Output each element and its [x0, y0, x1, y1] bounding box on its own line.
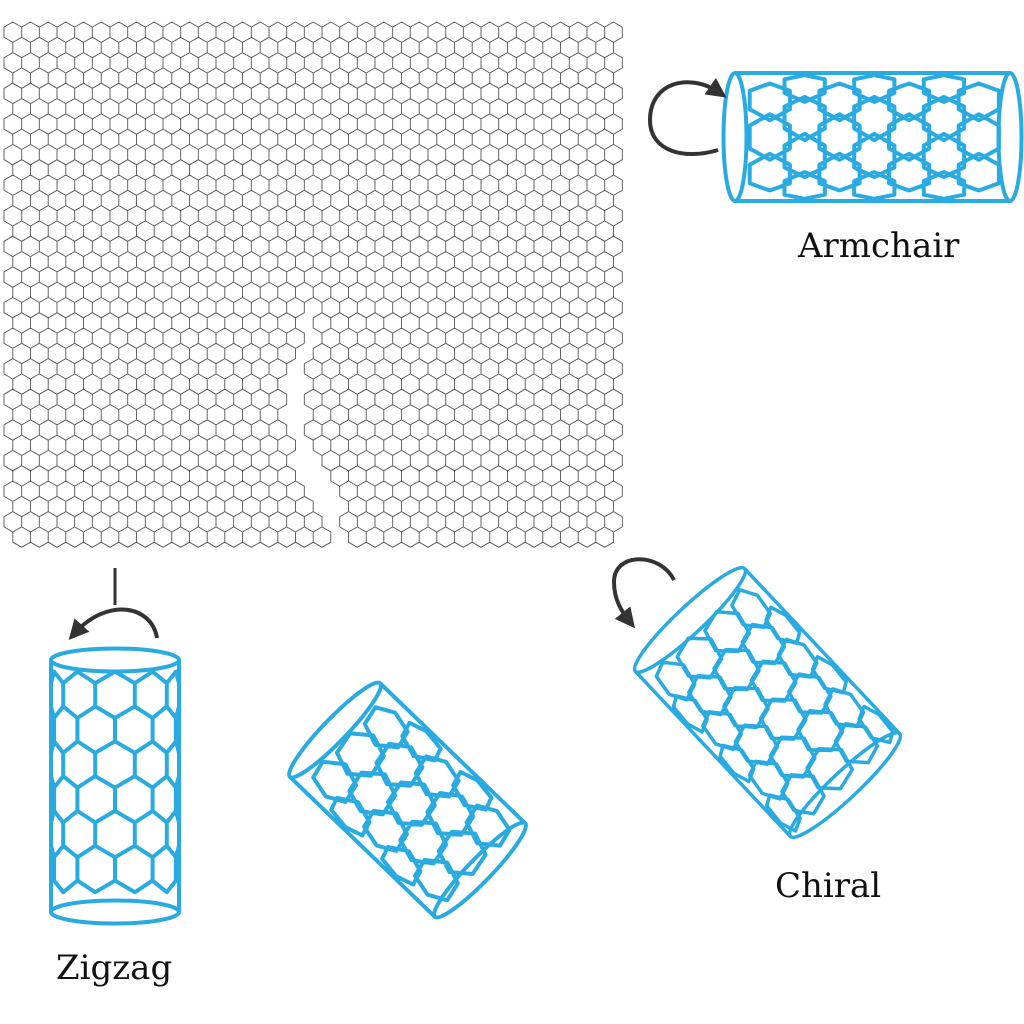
chiral-nanotube: [632, 565, 903, 840]
graphene-hex-lattice: [3, 21, 623, 548]
chiral-nanotube-end-cap-2: [787, 730, 903, 840]
zigzag-rotation-arrow-icon: [68, 607, 159, 640]
armchair-nanotube-lattice: [735, 71, 1010, 203]
zigzag-nanotube-end-cap-2: [49, 898, 181, 926]
armchair-nanotube-end-cap-1: [721, 71, 749, 203]
tilted-nanotube-lattice: [288, 681, 527, 919]
armchair-nanotube: [721, 71, 1024, 203]
zigzag-label: Zigzag: [56, 948, 173, 988]
armchair-nanotube-end-cap-2: [996, 71, 1024, 203]
armchair-label: Armchair: [798, 226, 960, 266]
zigzag-nanotube-lattice: [49, 660, 181, 912]
chiral-nanotube-lattice: [634, 567, 901, 838]
tilted-nanotube: [287, 680, 528, 920]
armchair-rotation-arrow-icon: [647, 77, 727, 157]
tilted-nanotube-end-cap-2: [432, 820, 528, 920]
chiral-label: Chiral: [775, 866, 882, 906]
zigzag-nanotube-end-cap-1: [49, 646, 181, 674]
chiral-rotation-arrow-icon: [611, 557, 676, 629]
tilted-nanotube-end-cap-1: [287, 680, 383, 780]
chiral-nanotube-end-cap-1: [632, 565, 748, 675]
zigzag-nanotube: [49, 646, 181, 926]
graphene-sheet: [3, 21, 623, 548]
